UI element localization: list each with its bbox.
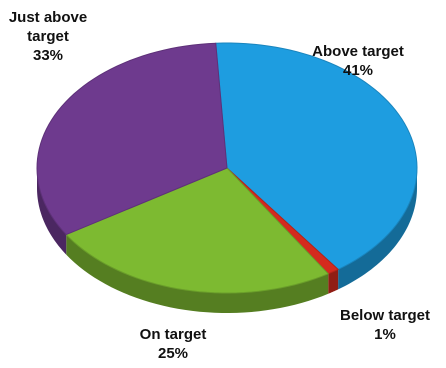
slice-just-above-target	[36, 42, 228, 236]
slice-side-just-above-target	[37, 168, 67, 255]
label-below-target: Below target 1%	[325, 306, 445, 344]
label-below-target-percent: 1%	[374, 326, 396, 343]
label-above-target: Above target 41%	[283, 42, 433, 80]
slice-side-on-target	[66, 234, 329, 313]
label-on-target-name: On target	[139, 326, 207, 343]
slice-above-target	[215, 42, 418, 270]
label-just-above-target: Just above target 33%	[0, 8, 96, 65]
label-on-target: On target 25%	[118, 325, 228, 363]
label-on-target-percent: 25%	[157, 345, 189, 362]
label-just-above-percent: 33%	[32, 47, 64, 64]
label-above-target-percent: 41%	[342, 62, 374, 79]
slice-side-below-target	[328, 269, 339, 294]
label-just-above-name-line2: target	[27, 28, 69, 45]
label-just-above-name-line1: Just above	[8, 9, 88, 26]
label-above-target-name: Above target	[312, 43, 404, 60]
label-below-target-name: Below target	[339, 307, 430, 324]
pie-tops	[36, 42, 418, 294]
slice-on-target	[65, 167, 330, 294]
